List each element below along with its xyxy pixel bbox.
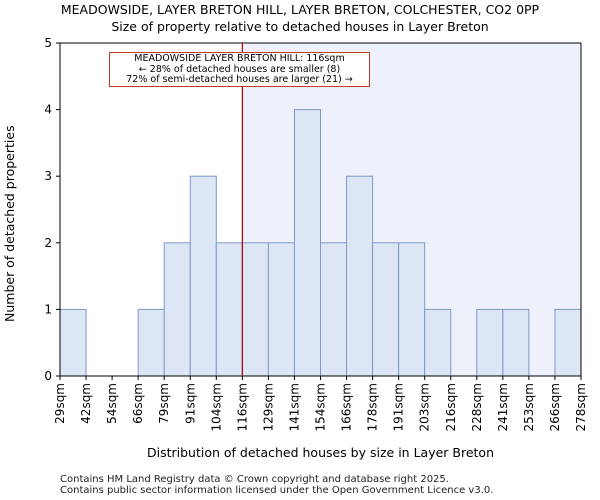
bar-203sqm	[424, 308, 452, 377]
bar-66sqm	[137, 308, 165, 377]
x-tick-label-191sqm: 191sqm	[392, 383, 406, 431]
bar-241sqm	[502, 308, 530, 377]
x-tick-label-29sqm: 29sqm	[53, 383, 67, 424]
annotation-line-3: 72% of semi-detached houses are larger (…	[126, 74, 353, 85]
x-tick-label-129sqm: 129sqm	[261, 383, 275, 431]
x-tick-label-141sqm: 141sqm	[287, 383, 301, 431]
bar-29sqm	[59, 308, 87, 377]
y-tick-label-1: 1	[44, 302, 52, 316]
x-tick-label-178sqm: 178sqm	[366, 383, 380, 431]
x-tick-label-154sqm: 154sqm	[314, 383, 328, 431]
x-tick-label-228sqm: 228sqm	[470, 383, 484, 431]
bar-191sqm	[398, 242, 426, 377]
y-tick-label-3: 3	[44, 169, 52, 183]
x-tick-label-278sqm: 278sqm	[574, 383, 588, 431]
x-tick-label-79sqm: 79sqm	[157, 383, 171, 424]
y-tick-label-0: 0	[44, 369, 52, 383]
x-tick-label-166sqm: 166sqm	[340, 383, 354, 431]
footer-line-2: Contains public sector information licen…	[60, 485, 494, 496]
x-tick-label-104sqm: 104sqm	[209, 383, 223, 431]
bar-79sqm	[163, 242, 191, 377]
x-tick-label-91sqm: 91sqm	[183, 383, 197, 424]
x-tick-label-266sqm: 266sqm	[548, 383, 562, 431]
x-tick-label-54sqm: 54sqm	[105, 383, 119, 424]
bar-266sqm	[554, 308, 582, 377]
bar-91sqm	[189, 175, 217, 377]
bar-154sqm	[320, 242, 348, 377]
y-tick-label-4: 4	[44, 103, 52, 117]
x-tick-label-203sqm: 203sqm	[418, 383, 432, 431]
x-tick-label-216sqm: 216sqm	[444, 383, 458, 431]
annotation-line-1: MEADOWSIDE LAYER BRETON HILL: 116sqm	[134, 53, 345, 64]
bar-104sqm	[215, 242, 243, 377]
bar-129sqm	[267, 242, 295, 377]
bar-166sqm	[346, 175, 374, 377]
x-tick-label-66sqm: 66sqm	[131, 383, 145, 424]
footer-line-1: Contains HM Land Registry data © Crown c…	[60, 474, 449, 485]
bar-178sqm	[372, 242, 400, 377]
y-axis-label: Number of detached properties	[2, 125, 17, 322]
x-tick-label-241sqm: 241sqm	[496, 383, 510, 431]
chart-title: MEADOWSIDE, LAYER BRETON HILL, LAYER BRE…	[60, 2, 540, 17]
bar-228sqm	[476, 308, 504, 377]
annotation-line-2: ← 28% of detached houses are smaller (8)	[138, 63, 341, 75]
bar-116sqm	[241, 242, 269, 377]
chart-subtitle: Size of property relative to detached ho…	[111, 19, 489, 34]
y-tick-label-5: 5	[44, 36, 52, 50]
x-tick-label-253sqm: 253sqm	[522, 383, 536, 431]
y-tick-label-2: 2	[44, 236, 52, 250]
x-tick-label-116sqm: 116sqm	[235, 383, 249, 431]
x-axis-label: Distribution of detached houses by size …	[147, 445, 494, 460]
annotation-box: MEADOWSIDE LAYER BRETON HILL: 116sqm ← 2…	[109, 52, 370, 87]
x-tick-label-42sqm: 42sqm	[79, 383, 93, 424]
bar-141sqm	[293, 109, 322, 377]
